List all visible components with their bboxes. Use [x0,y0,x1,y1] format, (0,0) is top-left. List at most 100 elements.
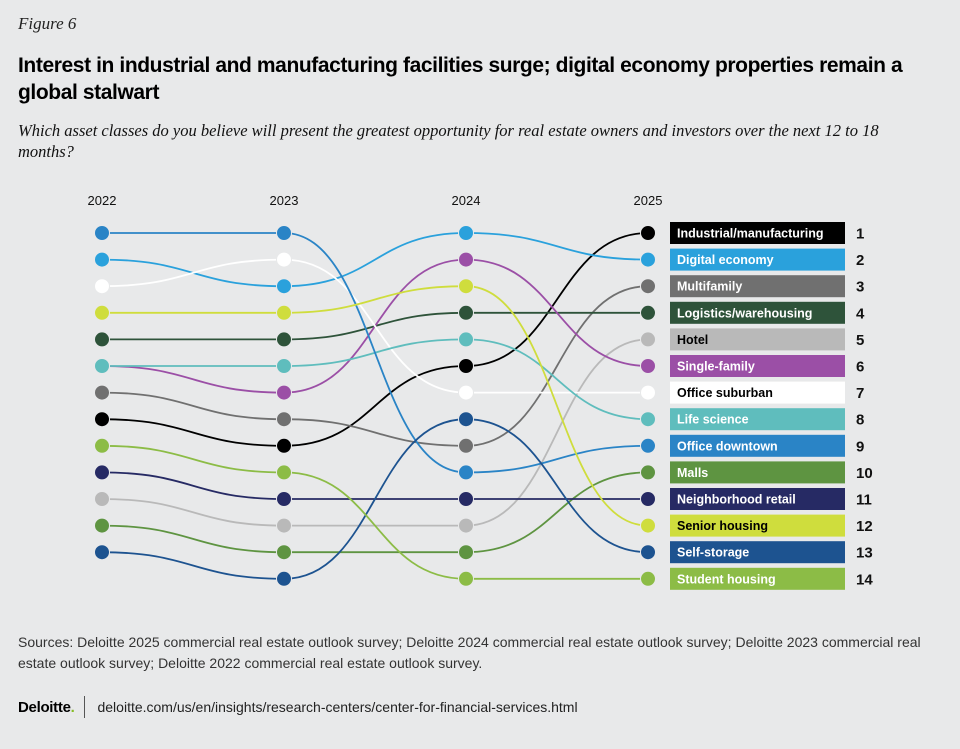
series-point-logistics-warehousing-2023 [276,331,292,348]
series-rank-office-suburban: 7 [856,385,864,402]
series-line-neighborhood-retail [101,471,648,500]
series-label-box-office-downtown [670,434,845,457]
series-point-senior-housing-2024 [458,278,474,295]
series-dots [94,225,656,587]
series-point-senior-housing-2025 [640,517,656,534]
series-point-office-suburban-2023 [276,251,292,268]
series-label-box-student-housing [670,567,845,590]
series-label-life-science: Life science [677,413,749,427]
bump-chart: 2022 2023 2024 2025 Industrial/manufacturin… [88,193,873,590]
series-rank-digital-economy: 2 [856,252,864,269]
series-rank-hotel: 5 [856,332,864,349]
year-labels: 2022 2023 2024 2025 [88,193,663,208]
series-line-industrial-manufacturing [101,232,649,447]
series-label-neighborhood-retail: Neighborhood retail [677,493,796,507]
series-point-office-downtown-2025 [640,437,656,454]
series-labels: Industrial/manufacturing 1 Digital economy… [670,222,873,590]
series-point-neighborhood-retail-2024 [458,491,474,507]
series-point-office-downtown-2024 [458,464,474,481]
series-point-malls-2023 [276,544,292,561]
series-label-box-office-suburban [670,381,845,404]
series-point-self-storage-2025 [640,544,656,561]
series-point-office-suburban-2024 [458,384,474,401]
sources-note: Sources: Deloitte 2025 commercial real e… [18,634,921,671]
series-point-digital-economy-2025 [640,251,656,268]
series-point-life-science-2025 [640,411,656,428]
series-line-hotel [101,338,649,527]
series-point-hotel-2024 [458,517,474,534]
series-rank-neighborhood-retail: 11 [856,492,872,509]
series-label-single-family: Single-family [677,360,755,374]
series-label-box-self-storage [670,541,845,564]
series-point-self-storage-2022 [94,544,110,561]
series-label-box-malls [670,461,845,484]
series-point-hotel-2025 [640,331,656,348]
series-point-logistics-warehousing-2024 [458,304,474,321]
series-point-digital-economy-2022 [94,251,110,268]
series-point-office-downtown-2023 [276,225,292,241]
series-line-digital-economy [101,232,649,288]
series-point-multifamily-2022 [94,384,110,401]
footer-url-link[interactable]: deloitte.com/us/en/insights/research-cen… [97,699,578,715]
series-point-logistics-warehousing-2022 [94,331,110,348]
series-label-box-digital-economy [670,248,845,271]
series-point-malls-2022 [94,517,110,534]
deloitte-logo: Deloitte. [18,698,75,716]
series-point-industrial-manufacturing-2024 [458,358,474,374]
series-line-life-science [102,338,649,421]
series-label-box-neighborhood-retail [670,488,845,510]
series-point-digital-economy-2024 [458,225,474,241]
series-point-student-housing-2023 [276,464,292,481]
series-line-office-suburban [101,258,648,394]
series-point-office-suburban-2022 [94,278,110,295]
series-line-multifamily [101,285,649,447]
chart-title: Interest in industrial and manufacturing… [18,54,903,104]
series-line-senior-housing [102,285,649,527]
series-rank-industrial-manufacturing: 1 [856,226,864,243]
series-label-box-life-science [670,408,845,431]
series-point-senior-housing-2022 [94,304,110,321]
series-point-multifamily-2025 [640,278,656,295]
series-label-industrial-manufacturing: Industrial/manufacturing [677,227,824,241]
series-point-industrial-manufacturing-2025 [640,225,656,241]
series-rank-student-housing: 14 [856,571,873,588]
series-point-neighborhood-retail-2022 [94,464,110,481]
series-point-single-family-2024 [458,251,474,268]
series-label-student-housing: Student housing [677,572,776,586]
series-label-digital-economy: Digital economy [677,253,774,267]
series-line-single-family [101,258,649,394]
series-point-industrial-manufacturing-2022 [94,411,110,428]
footer: Deloitte. deloitte.com/us/en/insights/re… [18,696,578,718]
series-point-life-science-2022 [94,358,110,374]
series-rank-single-family: 6 [856,359,864,376]
series-point-single-family-2025 [640,358,656,374]
series-rank-malls: 10 [856,465,873,482]
series-label-self-storage: Self-storage [677,546,749,560]
series-label-logistics-warehousing: Logistics/warehousing [677,306,812,320]
series-point-neighborhood-retail-2023 [276,491,292,507]
series-point-life-science-2024 [458,331,474,348]
series-label-office-downtown: Office downtown [677,439,778,453]
series-point-digital-economy-2023 [276,278,292,295]
series-lines [101,232,649,580]
series-line-self-storage [101,418,649,580]
series-label-malls: Malls [677,466,708,480]
footer-divider [84,696,86,718]
series-label-box-single-family [670,355,845,377]
series-line-student-housing [101,444,648,580]
chart-subtitle: Which asset classes do you believe will … [18,121,879,161]
series-label-box-multifamily [670,275,845,298]
series-label-box-logistics-warehousing [670,301,845,324]
series-label-office-suburban: Office suburban [677,386,773,400]
series-point-office-suburban-2025 [640,384,656,401]
series-point-student-housing-2022 [94,437,110,454]
year-label-2023: 2023 [270,193,299,208]
series-label-hotel: Hotel [677,333,708,347]
series-line-office-downtown [102,232,649,474]
series-line-malls [101,471,649,554]
series-point-single-family-2023 [276,384,292,401]
series-point-multifamily-2024 [458,437,474,454]
series-label-senior-housing: Senior housing [677,519,768,533]
series-point-hotel-2022 [94,491,110,507]
series-point-office-downtown-2022 [94,225,110,241]
